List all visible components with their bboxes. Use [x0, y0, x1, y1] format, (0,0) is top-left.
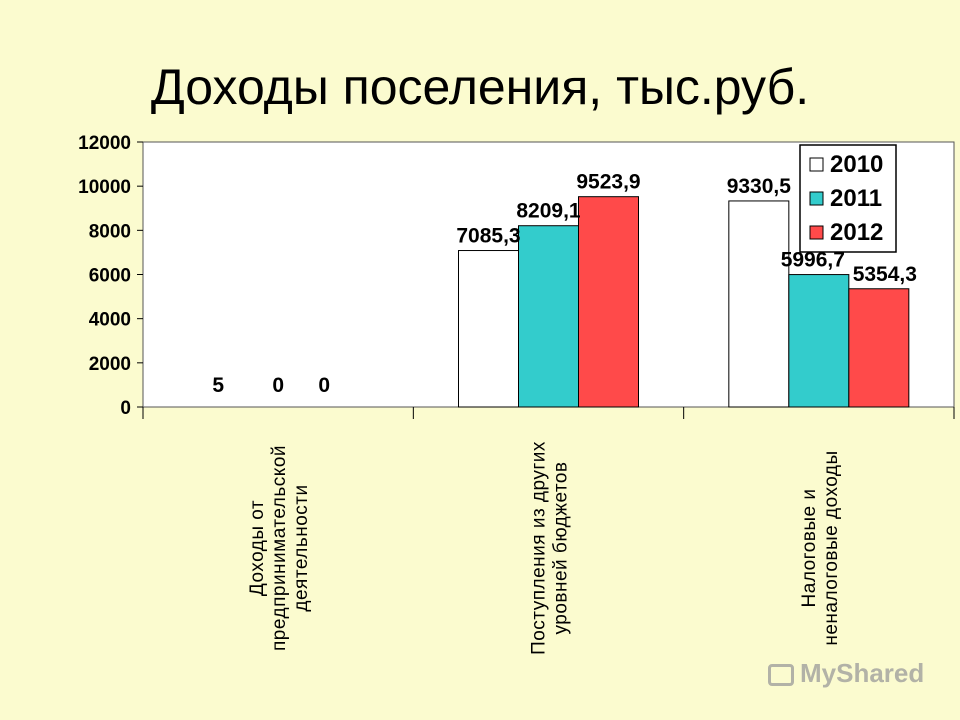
slide-title: Доходы поселения, тыс.руб.: [150, 59, 810, 115]
x-category-label: предпринимательской: [269, 445, 290, 651]
bar-2011-1: [518, 225, 579, 408]
bar-2012-1: [578, 196, 639, 408]
y-tick-label: 0: [120, 398, 131, 419]
x-category-label: деятельности: [291, 484, 312, 611]
data-label: 5: [212, 374, 224, 397]
legend-label-2011: 2011: [830, 185, 882, 212]
data-label: 0: [272, 374, 284, 397]
y-tick-label: 4000: [89, 310, 131, 331]
y-tick-label: 12000: [78, 133, 131, 154]
watermark: MyShared: [768, 658, 924, 689]
legend-swatch-2012: [809, 225, 824, 240]
x-category-label: неналоговые доходы: [821, 450, 842, 645]
y-tick-label: 8000: [89, 221, 131, 242]
watermark-icon: [768, 664, 794, 687]
data-label: 5354,3: [853, 263, 917, 286]
data-label: 7085,3: [456, 225, 520, 248]
data-label: 9523,9: [576, 171, 640, 194]
x-category-label: Налоговые и: [799, 489, 820, 608]
bar-2010-2: [728, 200, 790, 408]
legend-label-2010: 2010: [830, 151, 883, 178]
data-label: 5996,7: [781, 249, 845, 272]
legend-swatch-2011: [809, 191, 824, 206]
y-tick-label: 10000: [78, 177, 131, 198]
watermark-text: MyShared: [800, 658, 925, 688]
bar-2012-2: [848, 288, 910, 408]
x-category-label: Доходы от: [247, 500, 268, 596]
data-label: 0: [318, 374, 330, 397]
legend: 2010 2011 2012: [799, 144, 897, 253]
data-label: 8209,1: [516, 200, 581, 223]
data-labels-group: 5 7085,3 9330,5 0 8209,1 5996,7 0 9523,9 5354,3: [212, 171, 917, 397]
axes-group: 0 2000 4000 6000 8000 10000 12000 Доходы от пред…: [78, 133, 955, 655]
bars-group: [458, 196, 910, 408]
y-tick-label: 6000: [89, 266, 131, 287]
legend-swatch-2010: [809, 157, 824, 172]
x-category-label: уровней бюджетов: [551, 461, 572, 634]
legend-label-2012: 2012: [830, 219, 883, 246]
bar-2010-1: [458, 250, 519, 408]
x-category-label: Поступления из других: [529, 441, 550, 655]
y-tick-label: 2000: [89, 354, 131, 375]
data-label: 9330,5: [727, 175, 792, 198]
bar-2011-2: [788, 274, 850, 408]
